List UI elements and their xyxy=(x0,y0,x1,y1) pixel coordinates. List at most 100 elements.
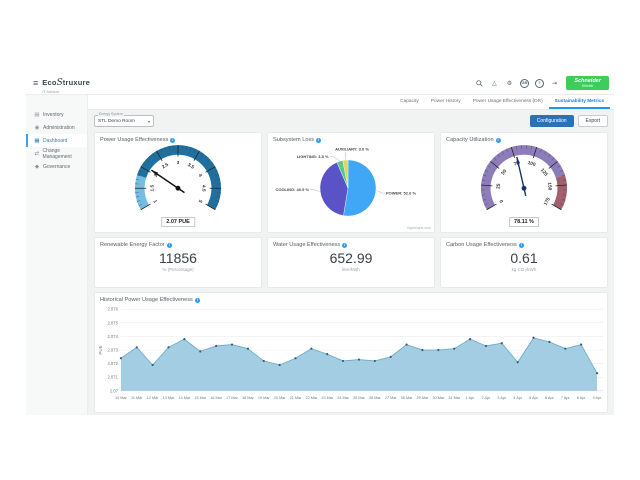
svg-text:2.07: 2.07 xyxy=(110,388,119,393)
stat-value: 652.99 xyxy=(329,250,373,266)
stat-unit: % (Percentage) xyxy=(162,267,194,273)
help-icon[interactable]: ? xyxy=(534,78,544,89)
subsystem-loss-card: Subsystem Loss i POWER: 52.6 % COOLING: 4… xyxy=(267,132,435,233)
svg-text:13 Mar: 13 Mar xyxy=(163,396,175,400)
info-icon[interactable]: i xyxy=(316,137,322,143)
logo-mark: S xyxy=(56,78,63,89)
stat-unit: liter/kWh xyxy=(342,267,360,273)
sidebar-item-label: Inventory xyxy=(43,111,64,118)
alerts-icon[interactable]: △ xyxy=(492,80,497,87)
svg-text:4.5: 4.5 xyxy=(200,185,206,192)
svg-text:30 Mar: 30 Mar xyxy=(432,396,444,400)
card-title: Water Usage Effectiveness xyxy=(273,242,341,248)
energy-system-select[interactable]: Energy System STL Demo Room ▾ xyxy=(94,112,154,127)
svg-text:2.071: 2.071 xyxy=(107,375,118,380)
logout-icon[interactable]: ⇥ xyxy=(551,80,557,87)
svg-text:175: 175 xyxy=(543,196,552,206)
pue-gauge-value: 2.07 PUE xyxy=(161,217,195,227)
svg-text:12 Mar: 12 Mar xyxy=(147,396,159,400)
svg-text:7 Apr: 7 Apr xyxy=(561,396,571,400)
schneider-brand-button[interactable]: Schneider Electric xyxy=(566,75,609,91)
tab-capacity[interactable]: Capacity xyxy=(400,98,419,104)
hamburger-menu-icon[interactable]: ≡ xyxy=(33,77,39,88)
svg-text:8 Apr: 8 Apr xyxy=(577,396,587,400)
svg-text:150: 150 xyxy=(546,182,553,191)
sidebar-item-label: Administration xyxy=(43,124,75,131)
info-icon[interactable]: i xyxy=(342,242,348,248)
svg-text:LIGHTING: 3.5 %: LIGHTING: 3.5 % xyxy=(297,154,329,159)
svg-text:2.072: 2.072 xyxy=(107,361,118,366)
svg-text:1: 1 xyxy=(152,199,159,205)
app-logo: EcoStruxure IT Advisor xyxy=(42,72,90,94)
carbon-usage-effectiveness-card: Carbon Usage Effectiveness i 0.61 kg CO₂… xyxy=(440,237,608,288)
governance-icon: ◆ xyxy=(34,163,40,170)
svg-text:27 Mar: 27 Mar xyxy=(385,396,397,400)
chevron-down-icon: ▾ xyxy=(147,118,150,124)
tab-power-history[interactable]: Power History xyxy=(430,98,461,104)
user-avatar[interactable]: GB xyxy=(519,78,529,89)
pue-gauge-card: Power Usage Effectiveness i 1 1.5 2 2.5 3 3.5… xyxy=(94,132,262,233)
capacity-utilization-card: Capacity Utilization i 0 25 50 75 100 125 150 1… xyxy=(440,132,608,233)
main-content: Capacity Power History Power Usage Effec… xyxy=(88,95,614,415)
change-management-icon: ⇄ xyxy=(34,150,40,157)
toolbar: Energy System STL Demo Room ▾ Configurat… xyxy=(88,110,614,132)
svg-text:5: 5 xyxy=(198,199,205,205)
logo-text-prefix: Eco xyxy=(42,78,57,88)
sidebar-item-change-management[interactable]: ⇄ Change Management xyxy=(26,147,87,160)
svg-text:24 Mar: 24 Mar xyxy=(337,396,349,400)
sidebar-item-dashboard[interactable]: ▦ Dashboard xyxy=(26,134,87,147)
stat-value: 0.61 xyxy=(510,250,538,266)
svg-text:23 Mar: 23 Mar xyxy=(321,396,333,400)
svg-text:50: 50 xyxy=(500,168,508,176)
info-icon[interactable]: i xyxy=(495,137,501,143)
energy-system-value: STL Demo Room xyxy=(98,118,135,124)
stat-unit: kg CO₂/kWh xyxy=(511,267,537,273)
brand-line1: Schneider xyxy=(574,77,601,84)
svg-text:29 Mar: 29 Mar xyxy=(417,396,429,400)
svg-text:10 Mar: 10 Mar xyxy=(115,396,127,400)
info-icon[interactable]: i xyxy=(194,297,200,303)
svg-text:26 Mar: 26 Mar xyxy=(369,396,381,400)
search-icon[interactable] xyxy=(474,78,484,89)
sidebar-item-label: Change Management xyxy=(42,147,72,160)
settings-gear-icon[interactable]: ⚙ xyxy=(506,80,513,87)
tab-power-usage-effectiveness[interactable]: Power Usage Effectiveness (DR) xyxy=(472,98,543,104)
svg-text:25: 25 xyxy=(496,183,502,189)
svg-text:2.073: 2.073 xyxy=(107,348,118,353)
svg-text:17 Mar: 17 Mar xyxy=(226,396,238,400)
historical-pue-area-chart: 2.07 2.071 2.072 2.073 2.074 2.075 2.076 PUE 10 … xyxy=(98,307,604,400)
svg-text:AUXILIARY: 3.0 %: AUXILIARY: 3.0 % xyxy=(335,147,369,152)
tab-bar: Capacity Power History Power Usage Effec… xyxy=(88,95,614,110)
tab-sustainability-metrics[interactable]: Sustainability Metrics xyxy=(548,95,610,109)
svg-text:3.5: 3.5 xyxy=(186,162,195,171)
sidebar-item-governance[interactable]: ◆ Governance xyxy=(26,160,87,173)
pue-gauge-chart: 11.522.5 3 3.544.55 xyxy=(134,145,222,211)
historical-pue-card: Historical Power Usage Effectiveness i 2… xyxy=(94,292,608,413)
logo-text-suffix: truxure xyxy=(62,78,91,88)
svg-text:14 Mar: 14 Mar xyxy=(179,396,191,400)
svg-text:PUE: PUE xyxy=(98,345,103,354)
svg-text:3: 3 xyxy=(177,160,180,166)
energy-system-label: Energy System xyxy=(98,112,124,117)
sidebar-item-label: Dashboard xyxy=(43,137,68,144)
svg-text:POWER: 52.6 %: POWER: 52.6 % xyxy=(386,191,416,196)
configuration-button[interactable]: Configuration xyxy=(529,115,574,127)
sidebar-item-administration[interactable]: ◉ Administration xyxy=(26,121,87,134)
svg-text:4 Apr: 4 Apr xyxy=(513,396,523,400)
info-icon[interactable]: i xyxy=(170,137,176,143)
info-icon[interactable]: i xyxy=(518,242,524,248)
svg-text:21 Mar: 21 Mar xyxy=(290,396,302,400)
sidebar-item-inventory[interactable]: ▤ Inventory xyxy=(26,108,87,121)
inventory-icon: ▤ xyxy=(34,111,40,118)
svg-text:19 Mar: 19 Mar xyxy=(258,396,270,400)
svg-text:22 Mar: 22 Mar xyxy=(305,396,317,400)
info-icon[interactable]: i xyxy=(166,242,172,248)
svg-text:125: 125 xyxy=(539,167,549,177)
sidebar-item-label: Governance xyxy=(43,163,71,170)
export-button[interactable]: Export xyxy=(577,115,608,127)
card-title: Subsystem Loss xyxy=(273,137,315,143)
card-title: Capacity Utilization xyxy=(446,137,494,143)
svg-text:6 Apr: 6 Apr xyxy=(545,396,555,400)
card-title: Renewable Energy Factor xyxy=(100,242,165,248)
svg-text:1.5: 1.5 xyxy=(150,185,156,192)
